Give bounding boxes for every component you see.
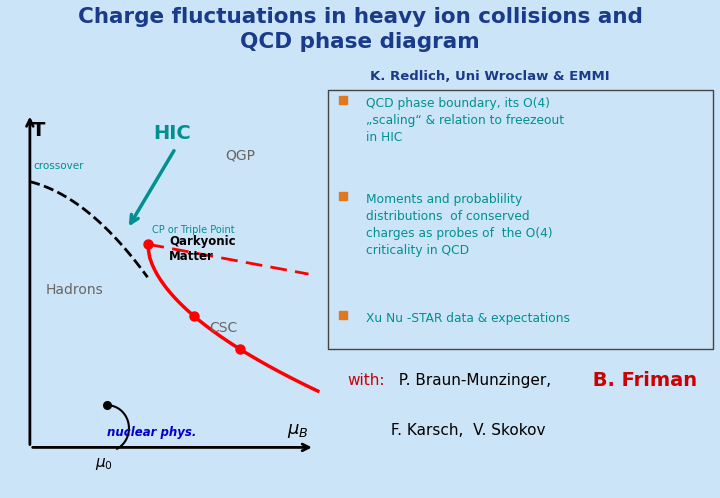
Text: Xu Nu -STAR data & expectations: Xu Nu -STAR data & expectations (366, 312, 570, 325)
Text: CP or Triple Point: CP or Triple Point (152, 225, 235, 235)
Text: Hadrons: Hadrons (45, 283, 103, 297)
Text: Moments and probablility
distributions  of conserved
charges as probes of  the O: Moments and probablility distributions o… (366, 193, 553, 257)
Text: B. Friman: B. Friman (585, 372, 697, 390)
Text: Charge fluctuations in heavy ion collisions and
QCD phase diagram: Charge fluctuations in heavy ion collisi… (78, 7, 642, 52)
Text: crossover: crossover (33, 161, 84, 171)
Text: P. Braun-Munzinger,: P. Braun-Munzinger, (390, 374, 552, 388)
Text: T: T (32, 122, 45, 140)
Text: CSC: CSC (210, 321, 238, 335)
Text: with:: with: (347, 374, 384, 388)
Text: Qarkyonic
Matter: Qarkyonic Matter (169, 235, 236, 262)
Text: $\mu_B$: $\mu_B$ (287, 422, 309, 440)
Text: $\mu_0$: $\mu_0$ (95, 456, 113, 472)
Text: QGP: QGP (225, 149, 255, 163)
Text: nuclear phys.: nuclear phys. (107, 426, 197, 439)
Text: QCD phase boundary, its O(4)
„scaling“ & relation to freezeout
in HIC: QCD phase boundary, its O(4) „scaling“ &… (366, 98, 564, 144)
Text: F. Karsch,  V. Skokov: F. Karsch, V. Skokov (347, 423, 545, 438)
Text: HIC: HIC (154, 124, 192, 143)
Text: K. Redlich, Uni Wroclaw & EMMI: K. Redlich, Uni Wroclaw & EMMI (370, 70, 609, 83)
